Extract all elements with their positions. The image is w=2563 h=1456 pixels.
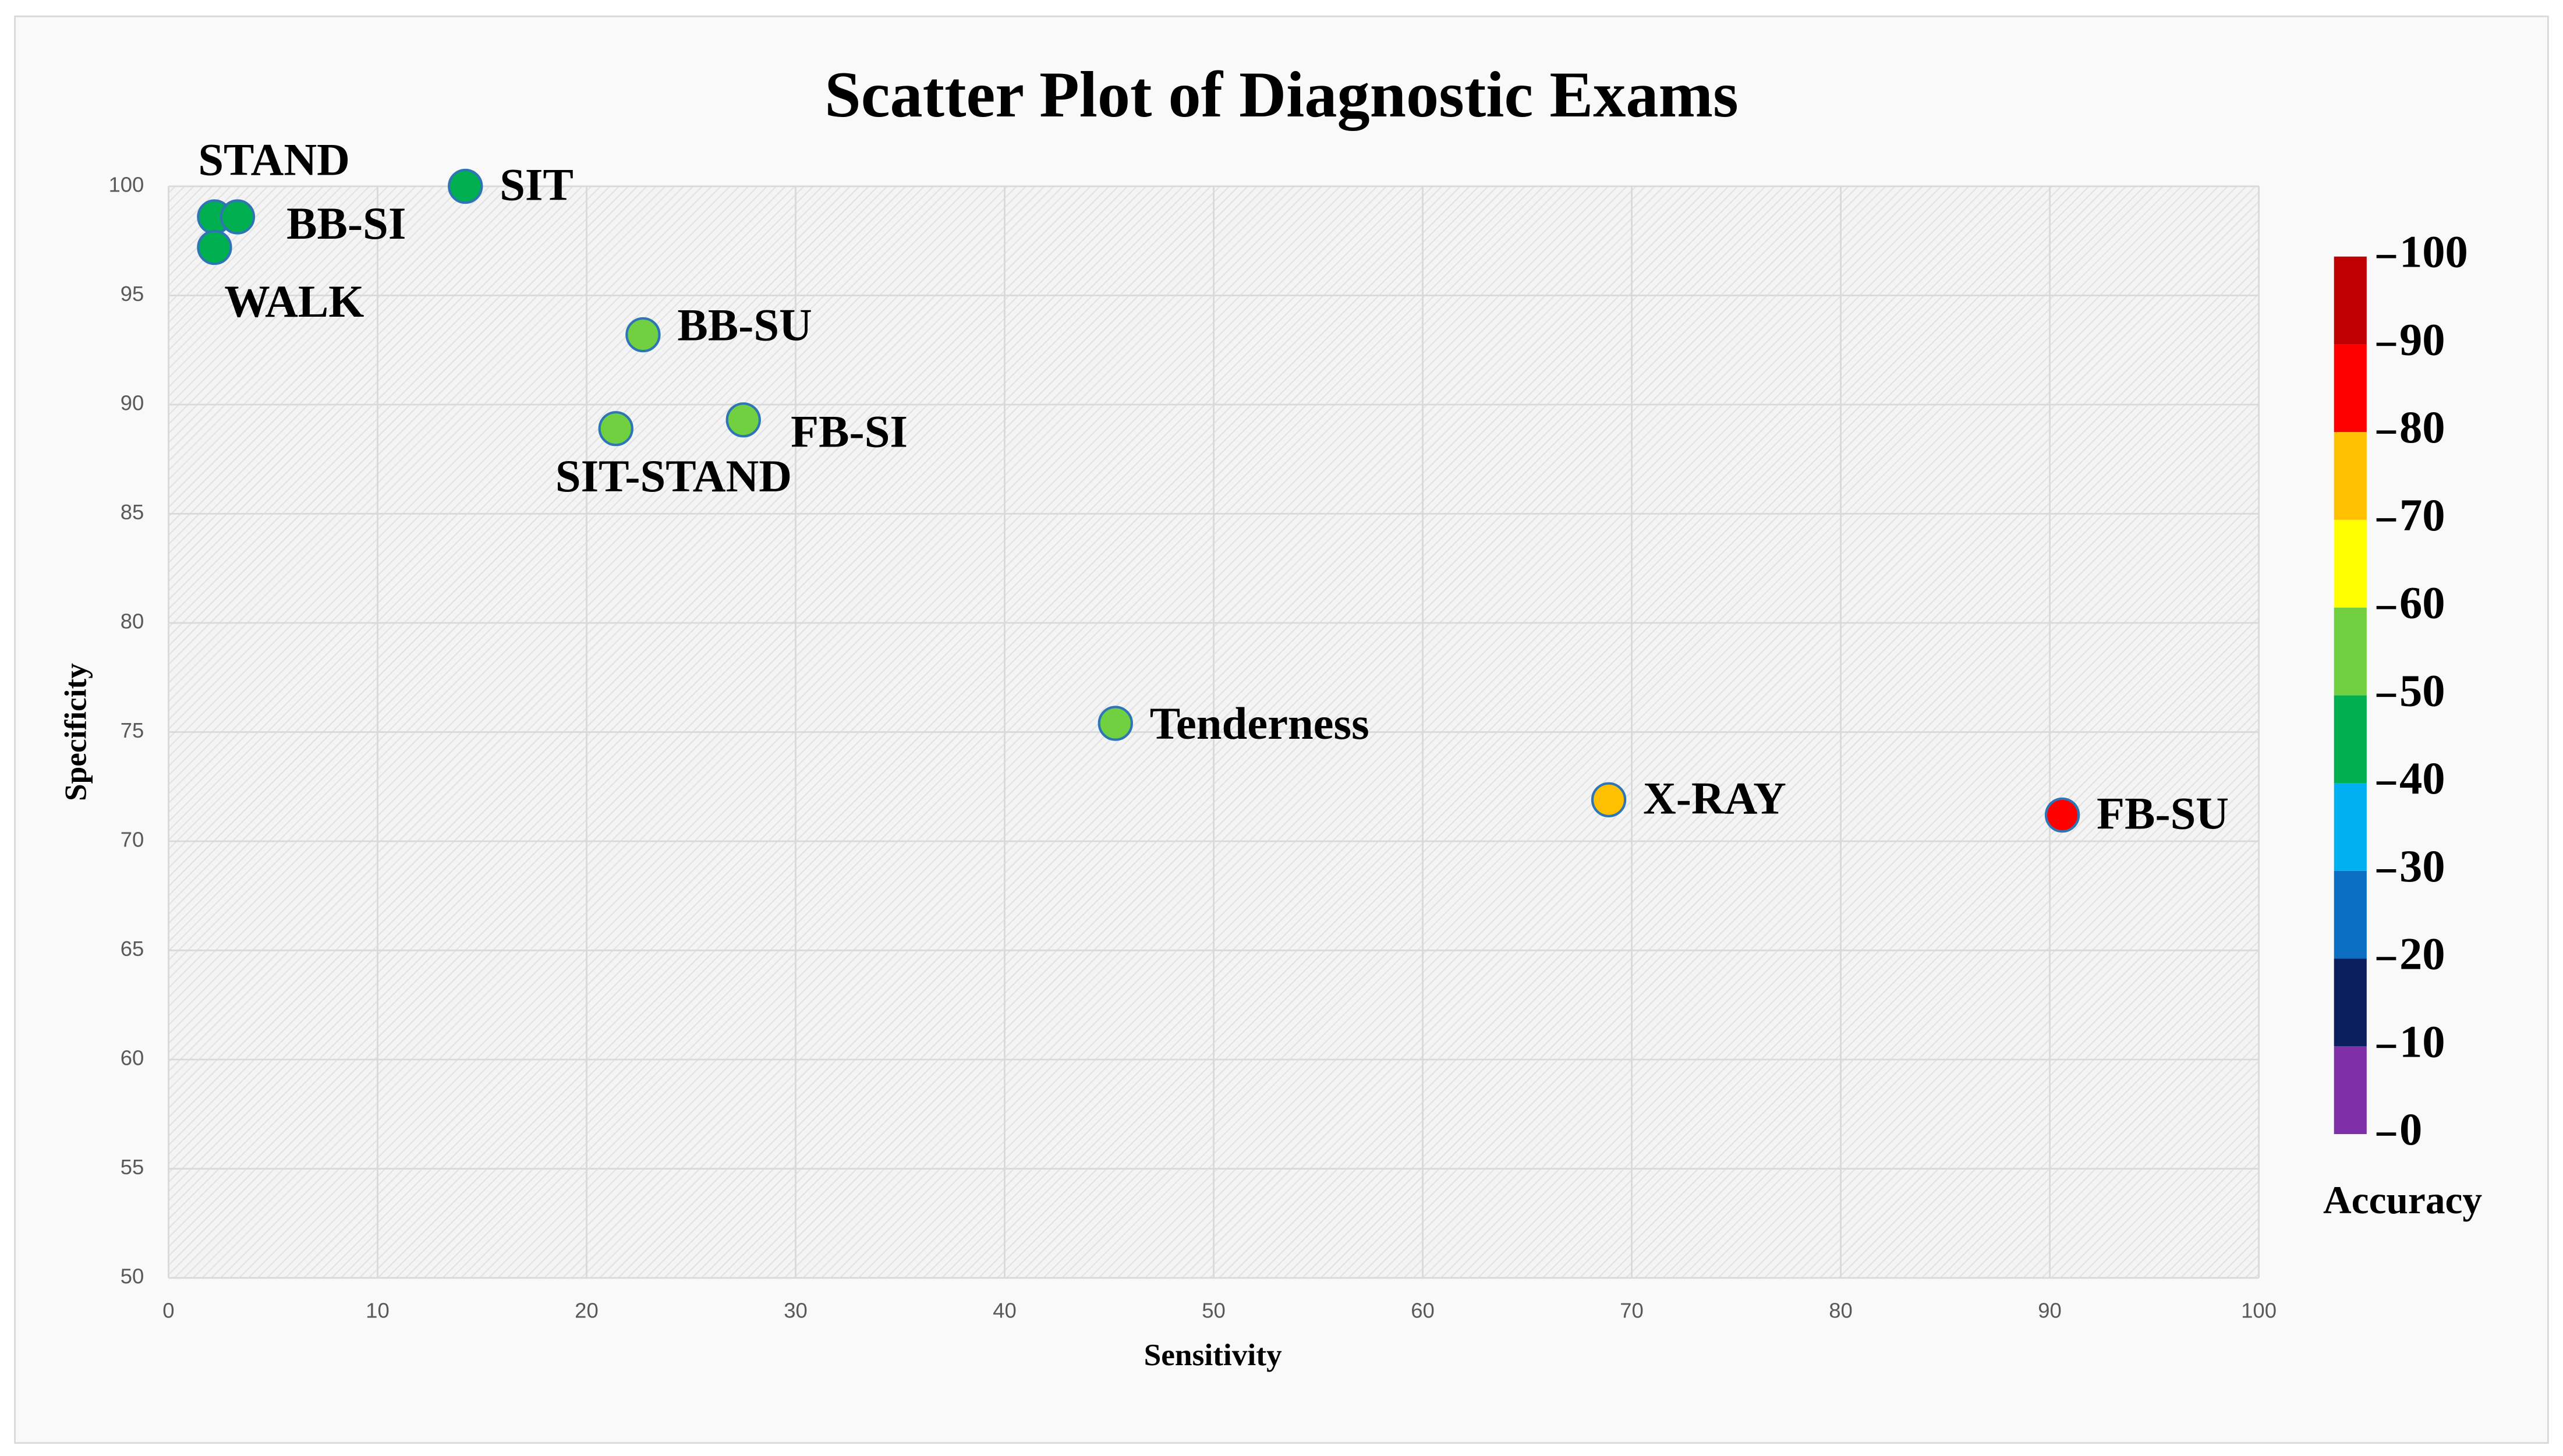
x-tick-label: 90 xyxy=(2038,1299,2062,1323)
colorbar-segment xyxy=(2334,783,2367,871)
colorbar-segment xyxy=(2334,695,2367,784)
colorbar-tick-label: 90 xyxy=(2399,314,2445,364)
chart-title: Scatter Plot of Diagnostic Exams xyxy=(824,59,1738,131)
colorbar-tick-label: 0 xyxy=(2399,1104,2422,1154)
y-tick-label: 55 xyxy=(121,1155,144,1179)
point-label: SIT-STAND xyxy=(555,451,792,501)
point-label: X-RAY xyxy=(1643,773,1786,823)
colorbar-segment xyxy=(2334,1046,2367,1135)
y-axis-label: Specificity xyxy=(58,663,93,801)
x-tick-label: 20 xyxy=(575,1299,599,1323)
colorbar-segment xyxy=(2334,958,2367,1047)
point-label: FB-SI xyxy=(791,406,908,456)
colorbar-tick-label: 80 xyxy=(2399,402,2445,452)
x-tick-label: 50 xyxy=(1202,1299,1226,1323)
colorbar-segment xyxy=(2334,432,2367,520)
x-tick-label: 70 xyxy=(1620,1299,1644,1323)
colorbar-segment xyxy=(2334,256,2367,345)
colorbar-segment xyxy=(2334,344,2367,433)
x-tick-label: 0 xyxy=(162,1299,174,1323)
x-tick-label: 40 xyxy=(993,1299,1017,1323)
point-label: Tenderness xyxy=(1150,698,1369,749)
y-tick-label: 75 xyxy=(121,718,144,742)
point-label: FB-SU xyxy=(2097,788,2229,839)
colorbar-tick-label: 30 xyxy=(2399,841,2445,891)
colorbar-tick-label: 20 xyxy=(2399,929,2445,979)
y-tick-label: 85 xyxy=(121,500,144,524)
y-tick-label: 95 xyxy=(121,282,144,306)
y-tick-label: 90 xyxy=(121,391,144,415)
colorbar-tick-label: 50 xyxy=(2399,665,2445,715)
x-tick-label: 60 xyxy=(1411,1299,1435,1323)
colorbar-segment xyxy=(2334,870,2367,959)
colorbar-tick-label: 70 xyxy=(2399,490,2445,540)
y-tick-label: 50 xyxy=(121,1264,144,1288)
point xyxy=(448,168,483,204)
x-tick-label: 100 xyxy=(2241,1299,2277,1323)
x-tick-label: 80 xyxy=(1829,1299,1853,1323)
colorbar-label: Accuracy xyxy=(2323,1178,2482,1222)
colorbar-segment xyxy=(2334,607,2367,696)
point-label: SIT xyxy=(500,160,574,210)
point xyxy=(625,317,661,353)
point xyxy=(197,229,232,265)
colorbar-tick-label: 100 xyxy=(2399,226,2468,277)
colorbar-tick-label: 10 xyxy=(2399,1016,2445,1067)
y-tick-label: 60 xyxy=(121,1046,144,1070)
x-axis-label: Sensitivity xyxy=(1144,1337,1282,1372)
point-label: WALK xyxy=(224,276,364,327)
colorbar-segment xyxy=(2334,519,2367,608)
point xyxy=(220,199,256,235)
point-label: BB-SI xyxy=(286,198,406,249)
point xyxy=(1098,706,1133,741)
point xyxy=(1591,782,1627,817)
y-tick-label: 80 xyxy=(121,610,144,633)
x-tick-label: 10 xyxy=(366,1299,390,1323)
colorbar-tick-label: 40 xyxy=(2399,753,2445,803)
y-tick-label: 100 xyxy=(108,173,144,197)
point xyxy=(598,411,633,447)
point xyxy=(2044,797,2080,833)
point-label: STAND xyxy=(198,134,350,185)
point xyxy=(725,402,761,438)
y-tick-label: 70 xyxy=(121,828,144,852)
colorbar-tick-label: 60 xyxy=(2399,578,2445,628)
point-label: BB-SU xyxy=(677,300,812,350)
x-tick-label: 30 xyxy=(784,1299,808,1323)
y-tick-label: 65 xyxy=(121,937,144,961)
